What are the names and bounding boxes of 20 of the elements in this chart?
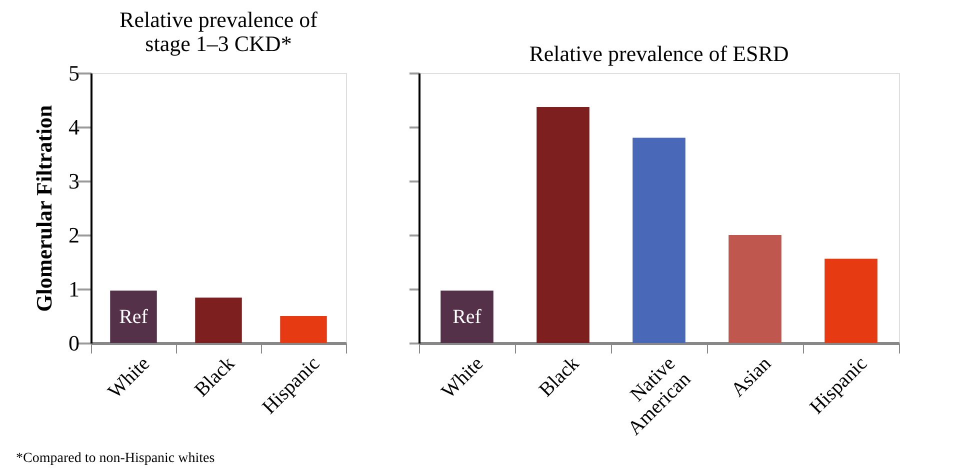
y-tick-label: 1: [68, 276, 80, 302]
bar: [195, 298, 242, 343]
annotation: Ref: [452, 306, 482, 328]
bar: [824, 258, 878, 343]
y-tick-label: 4: [68, 114, 80, 140]
bar: [632, 138, 686, 343]
bar: [536, 107, 590, 343]
bar: [110, 290, 157, 343]
y-tick-label: 3: [68, 168, 80, 194]
text: *Compared to non-Hispanic whites: [16, 451, 215, 466]
y-tick-label: 2: [68, 222, 80, 248]
y-axis-title: Glomerular Filtration: [32, 105, 56, 312]
y-tick-label: 5: [68, 60, 80, 86]
chart-title: Relative prevalence of stage 1–3 CKD*: [120, 7, 318, 56]
y-tick-label: 0: [68, 330, 80, 356]
chart-title: Relative prevalence of ESRD: [529, 41, 789, 66]
bar: [440, 290, 494, 343]
bar: [728, 235, 782, 343]
bar: [280, 316, 327, 343]
annotation: Ref: [119, 306, 148, 328]
